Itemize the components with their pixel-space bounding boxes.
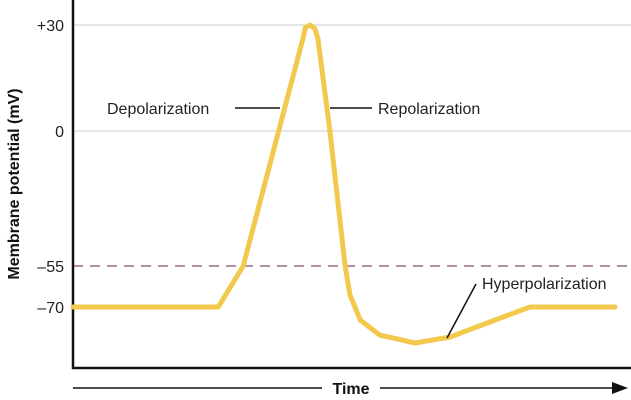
y-tick-label: 0 [55, 124, 64, 141]
x-axis-label: Time [332, 381, 369, 398]
arrowhead-icon [612, 382, 628, 394]
membrane-potential-curve [70, 22, 618, 346]
annotation-hyperpolarization-leader [446, 283, 477, 339]
y-tick-label: –55 [37, 259, 64, 276]
y-axis-label: Membrane potential (mV) [6, 88, 23, 279]
y-tick-label: +30 [37, 18, 64, 35]
y-tick-label: –70 [37, 300, 64, 317]
annotation-hyperpolarization: Hyperpolarization [482, 276, 607, 293]
annotation-repolarization: Repolarization [378, 101, 480, 118]
annotation-depolarization: Depolarization [107, 101, 209, 118]
